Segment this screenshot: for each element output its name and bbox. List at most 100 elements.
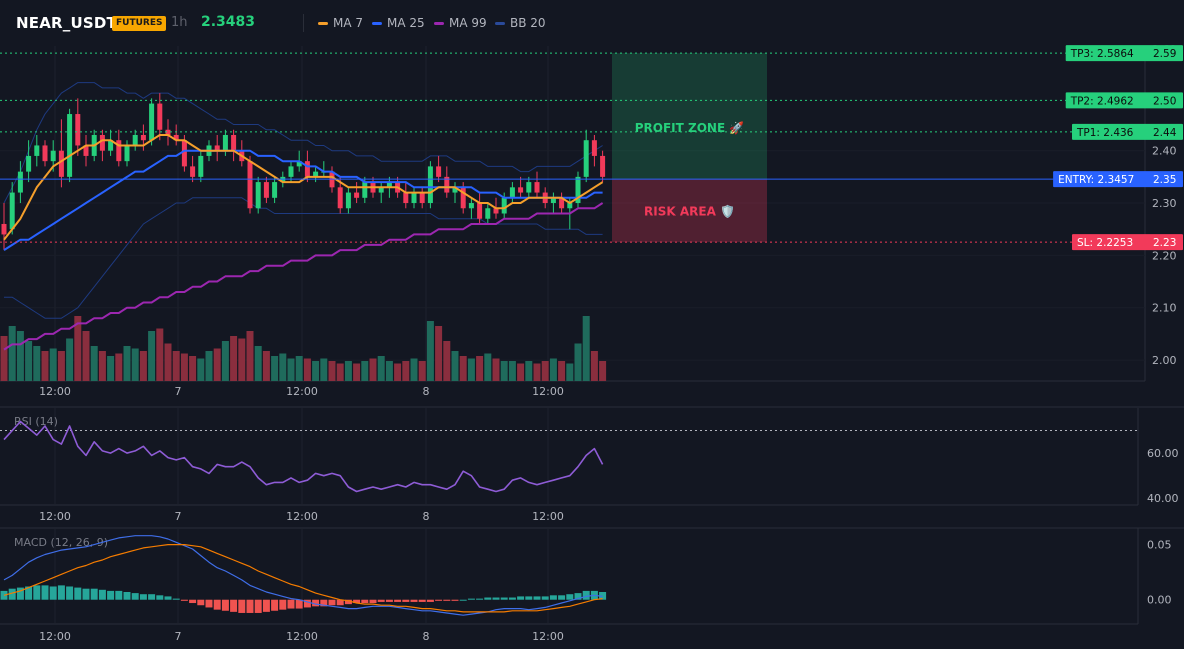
symbol-title[interactable]: NEAR_USDT (16, 14, 117, 32)
macd-histogram-bar (156, 595, 164, 600)
volume-bar (426, 321, 434, 381)
candle (247, 161, 253, 209)
volume-bar (336, 363, 344, 381)
volume-bar (500, 361, 508, 381)
candle (427, 166, 433, 204)
rsi-axis-label: 60.00 (1147, 447, 1179, 460)
candle (173, 134, 179, 141)
macd-histogram-bar (369, 599, 377, 604)
macd-histogram-bar (213, 599, 221, 610)
macd-histogram-bar (148, 594, 156, 600)
macd-histogram-bar (361, 599, 369, 604)
volume-bar (90, 346, 98, 381)
risk-zone[interactable] (612, 179, 767, 243)
time-axis-label: 12:00 (286, 510, 318, 523)
volume-bar (558, 361, 566, 381)
macd-histogram-bar (558, 595, 566, 600)
macd-histogram-bar (8, 588, 16, 600)
macd-histogram-bar (139, 594, 147, 600)
tp1-axis-label: 2.44 (1153, 127, 1177, 139)
candle (140, 134, 146, 141)
macd-histogram-bar (197, 599, 205, 606)
profit-zone[interactable] (612, 53, 767, 180)
legend-bb20[interactable]: BB 20 (495, 16, 546, 30)
entry-axis-label: 2.35 (1153, 174, 1176, 186)
volume-bar (566, 363, 574, 381)
ma99-line (3, 202, 604, 351)
candle (600, 155, 606, 177)
volume-bar (590, 351, 598, 381)
volume-bar (287, 358, 295, 381)
candle (75, 114, 81, 146)
candle (304, 161, 310, 177)
candle (132, 134, 138, 146)
tp2-tag[interactable] (1065, 92, 1183, 109)
macd-histogram-bar (320, 599, 328, 607)
risk-zone-label: RISK AREA 🛡️ (644, 205, 735, 219)
volume-bar (66, 338, 74, 381)
volume-bar (344, 361, 352, 381)
candle (313, 171, 319, 177)
candle (255, 182, 261, 209)
sl-tag-label: SL: 2.2253 (1077, 237, 1133, 249)
volume-bar (541, 361, 549, 381)
volume-bar (394, 363, 402, 381)
candle (116, 140, 122, 162)
candle (411, 192, 417, 204)
macd-histogram-bar (131, 593, 139, 600)
candle (345, 192, 351, 209)
volume-bar (385, 361, 393, 381)
candle (501, 197, 507, 214)
macd-histogram-bar (574, 593, 582, 600)
macd-histogram-bar (541, 596, 549, 600)
candle (50, 150, 56, 162)
candle (444, 176, 450, 193)
volume-bar (8, 326, 16, 381)
legend-ma99[interactable]: MA 99 (434, 16, 487, 30)
volume-bar (271, 356, 279, 381)
candle (198, 155, 204, 177)
macd-histogram-bar (344, 599, 352, 605)
macd-histogram-bar (303, 599, 311, 608)
profit-zone-label: PROFIT ZONE 🚀 (635, 121, 745, 135)
volume-bar (262, 351, 270, 381)
timeframe-label[interactable]: 1h (171, 15, 188, 30)
volume-bar (156, 328, 164, 381)
legend-swatch (372, 21, 382, 25)
macd-histogram-bar (484, 597, 492, 600)
volume-bar (599, 361, 607, 381)
candle (17, 171, 23, 193)
macd-histogram-bar (0, 590, 8, 600)
macd-histogram-bar (394, 599, 402, 602)
macd-line (3, 535, 603, 616)
macd-histogram-bar (33, 585, 41, 600)
macd-histogram-bar (385, 599, 393, 602)
legend-ma7[interactable]: MA 7 (318, 16, 363, 30)
futures-badge: FUTURES (112, 16, 167, 31)
volume-bar (57, 351, 65, 381)
sl-tag[interactable] (1072, 234, 1183, 251)
candle (550, 197, 556, 204)
legend-ma25[interactable]: MA 25 (372, 16, 425, 30)
macd-histogram-bar (115, 590, 123, 600)
tp1-tag[interactable] (1072, 123, 1183, 140)
legend-label: BB 20 (510, 16, 546, 30)
volume-bar (476, 356, 484, 381)
volume-bar (369, 358, 377, 381)
candle (272, 182, 278, 198)
legend-label: MA 25 (387, 16, 425, 30)
macd-histogram-bar (410, 599, 418, 602)
entry-tag[interactable] (1053, 171, 1183, 188)
tp3-tag[interactable] (1065, 45, 1183, 62)
tp2-tag-label: TP2: 2.4962 (1070, 95, 1134, 107)
sl-axis-label: 2.23 (1153, 237, 1176, 249)
volume-bar (443, 341, 451, 381)
candle (124, 145, 130, 162)
volume-bar (508, 361, 516, 381)
macd-histogram-bar (451, 599, 459, 601)
volume-bar (98, 351, 106, 381)
candle (419, 192, 425, 204)
macd-histogram-bar (328, 599, 336, 606)
volume-bar (205, 351, 213, 381)
